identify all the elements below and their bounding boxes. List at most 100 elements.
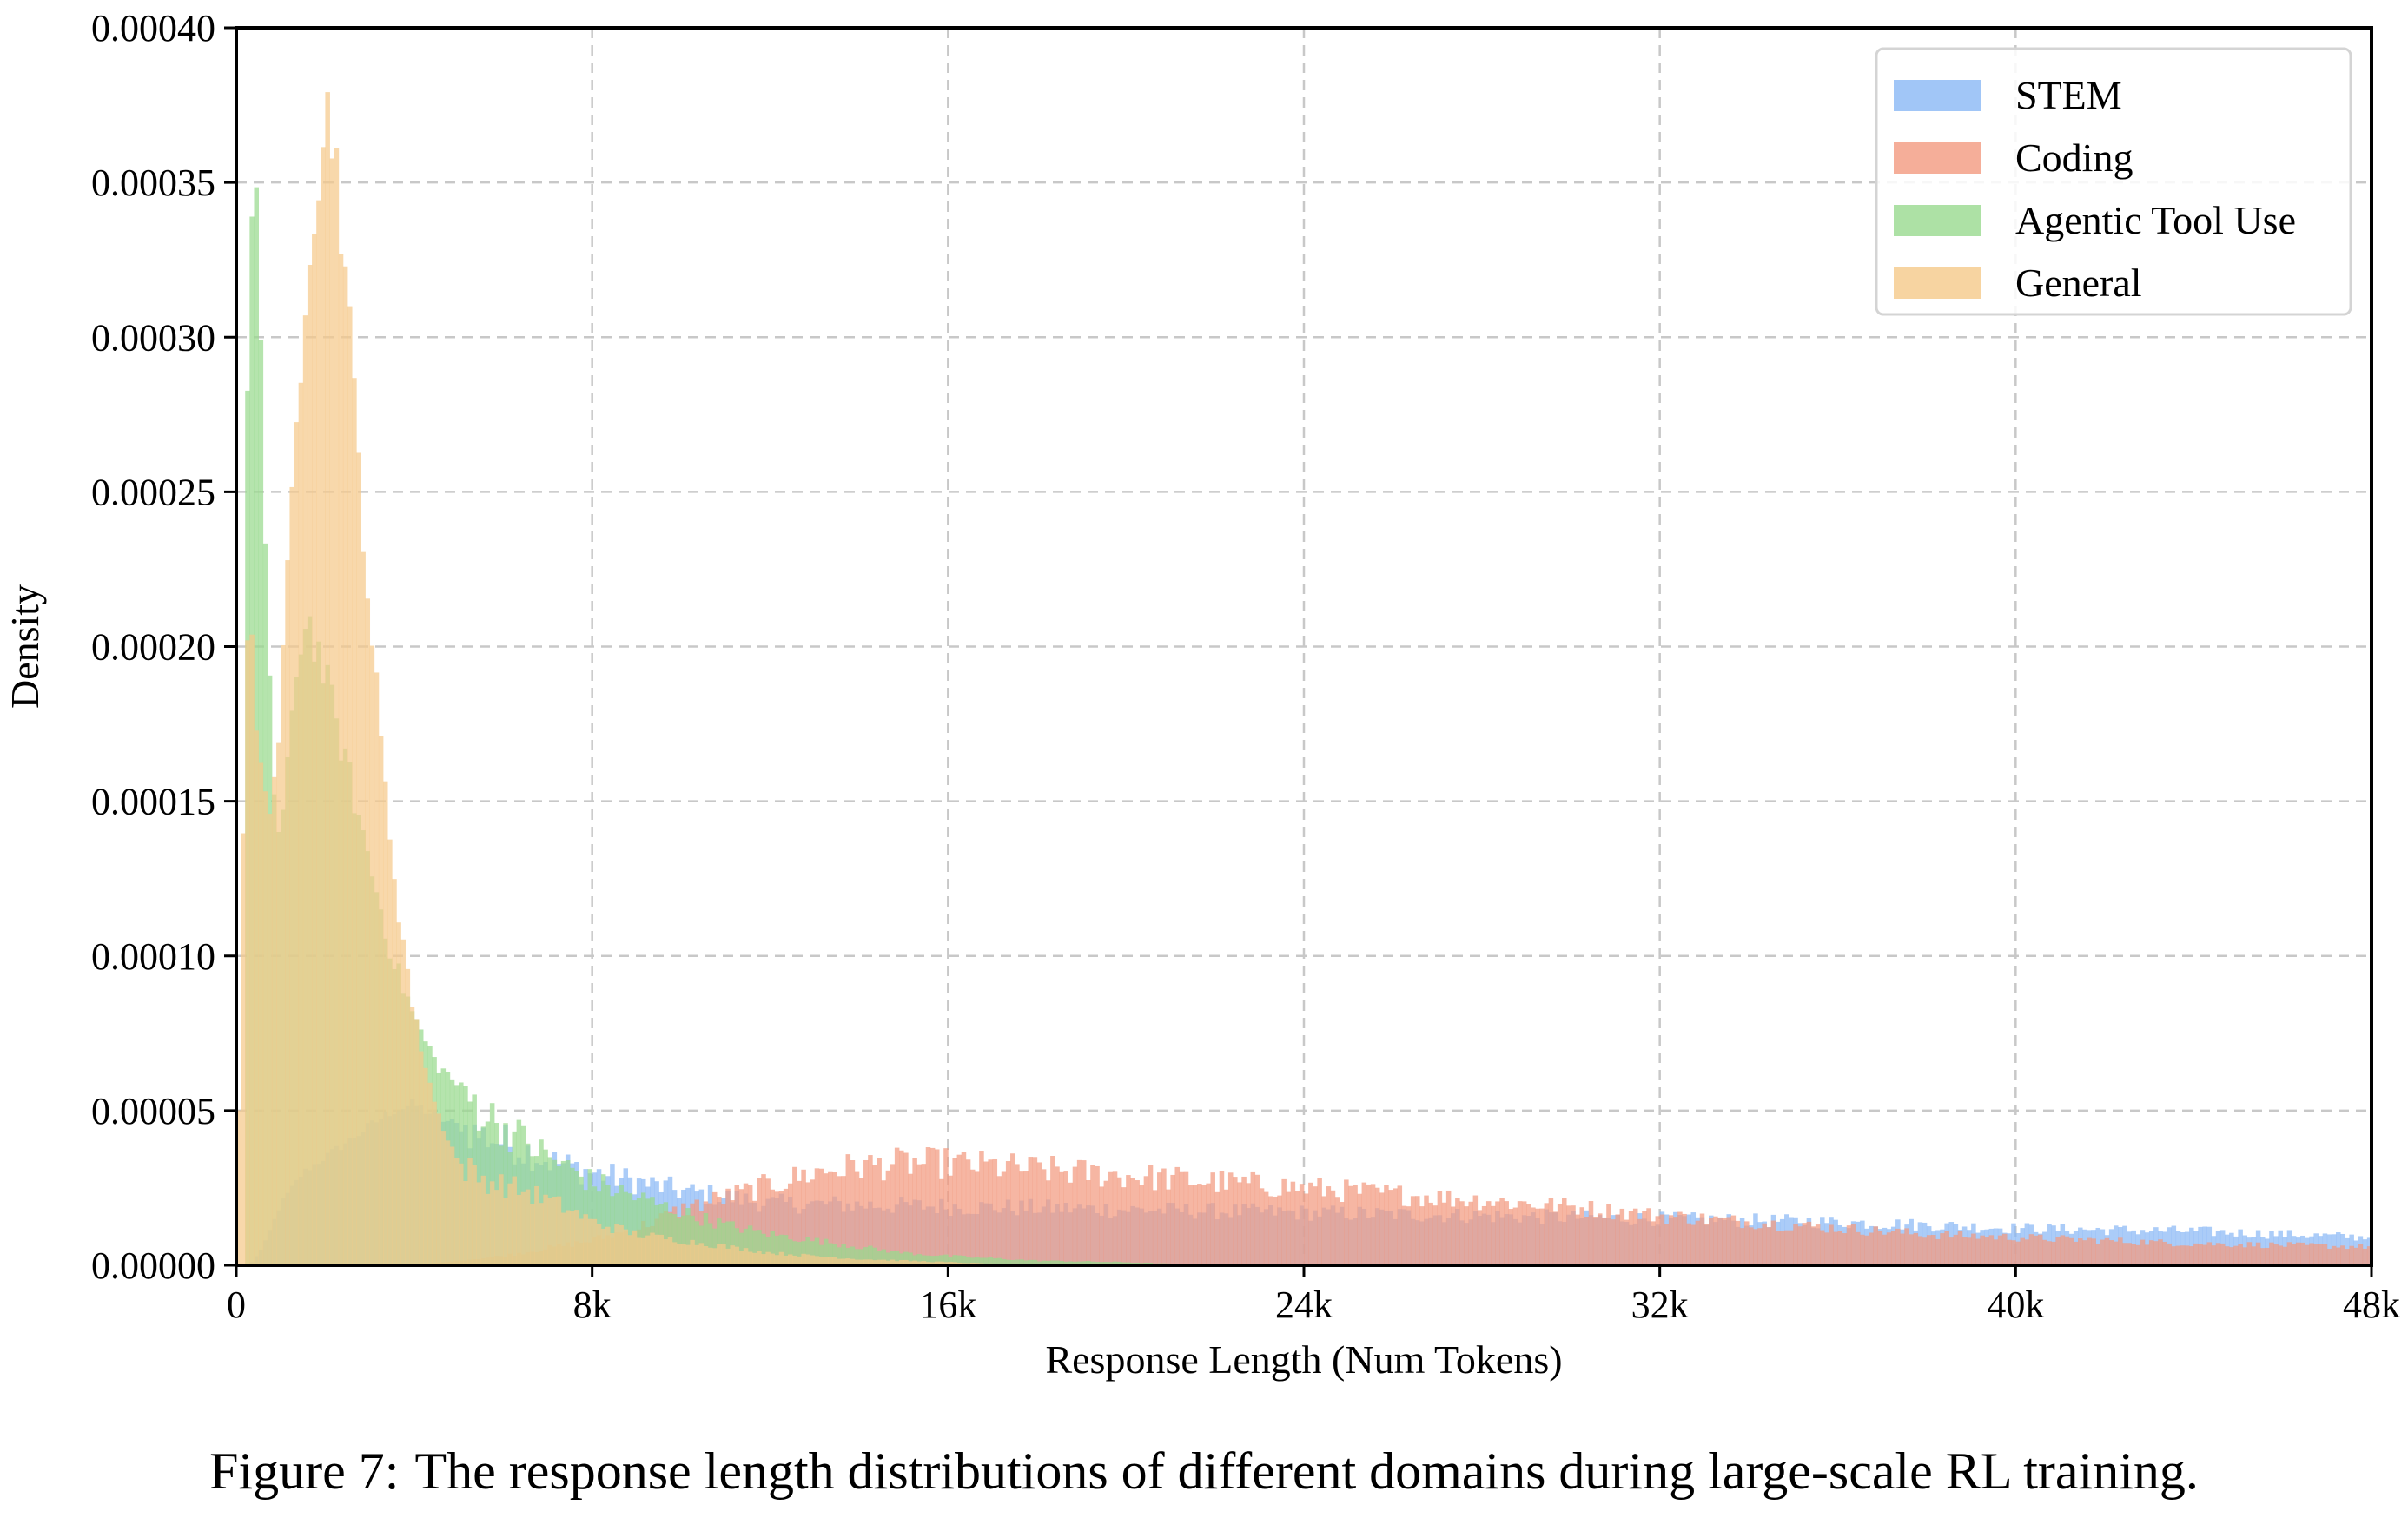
histogram-bar: [832, 1244, 837, 1265]
histogram-bar: [1206, 1183, 1211, 1265]
histogram-bar: [1015, 1259, 1020, 1265]
histogram-bar: [747, 1225, 753, 1265]
histogram-bar: [641, 1192, 646, 1265]
histogram-bar: [2148, 1240, 2154, 1265]
histogram-bar: [738, 1251, 744, 1265]
histogram-bar: [1081, 1160, 1087, 1265]
histogram-bar: [818, 1244, 824, 1265]
histogram-bar: [2055, 1236, 2061, 1265]
histogram-bar: [1143, 1176, 1149, 1265]
histogram-bar: [761, 1233, 766, 1265]
histogram-bar: [587, 1218, 593, 1265]
histogram-bar: [1317, 1178, 1322, 1265]
histogram-bar: [1415, 1196, 1420, 1265]
histogram-bar: [1366, 1184, 1372, 1265]
histogram-bar: [365, 598, 371, 1265]
histogram-bar: [698, 1243, 705, 1265]
histogram-bar: [1512, 1207, 1518, 1265]
histogram-bar: [837, 1258, 842, 1265]
histogram-bar: [908, 1173, 913, 1265]
histogram-bar: [823, 1257, 829, 1265]
histogram-bar: [1308, 1182, 1313, 1265]
histogram-bar: [2193, 1243, 2199, 1265]
histogram-bar: [1428, 1202, 1433, 1265]
histogram-bar: [703, 1245, 709, 1265]
histogram-bar: [516, 1194, 522, 1265]
histogram-bar: [2158, 1239, 2163, 1265]
histogram-bar: [885, 1260, 891, 1265]
histogram-bar: [734, 1228, 740, 1265]
histogram-bar: [681, 1215, 686, 1265]
histogram-bar: [1055, 1166, 1060, 1265]
histogram-bar: [1210, 1172, 1215, 1265]
histogram-bar: [925, 1147, 931, 1265]
histogram-bar: [1953, 1234, 1959, 1265]
histogram-bar: [1628, 1211, 1634, 1265]
histogram-bar: [818, 1168, 824, 1265]
histogram-bar: [453, 1158, 460, 1265]
histogram-bar: [1632, 1208, 1638, 1265]
histogram-bar: [654, 1234, 659, 1265]
histogram-bar: [765, 1251, 771, 1265]
histogram-bar: [1770, 1220, 1776, 1265]
histogram-bar: [1646, 1208, 1651, 1265]
histogram-bar: [721, 1222, 726, 1265]
histogram-bar: [1713, 1216, 1718, 1265]
histogram-bar: [850, 1160, 856, 1265]
histogram-bar: [792, 1255, 797, 1265]
histogram-bar: [1166, 1189, 1171, 1265]
histogram-bar: [2037, 1234, 2043, 1265]
histogram-bar: [596, 1224, 602, 1265]
histogram-bar: [765, 1178, 771, 1265]
histogram-bar: [241, 833, 246, 1265]
histogram-bar: [921, 1255, 927, 1265]
histogram-bar: [1655, 1216, 1661, 1265]
histogram-bar: [619, 1185, 624, 1265]
histogram-bar: [747, 1185, 753, 1265]
histogram-bar: [1743, 1221, 1750, 1265]
histogram-bar: [2131, 1244, 2136, 1265]
histogram-bar: [1294, 1191, 1300, 1265]
histogram-bar: [610, 1233, 615, 1265]
histogram-bar: [2198, 1244, 2203, 1265]
histogram-bar: [485, 1193, 491, 1265]
histogram-bar: [872, 1260, 877, 1265]
histogram-bars: [236, 92, 2372, 1266]
histogram-bar: [925, 1255, 931, 1265]
histogram-bar: [783, 1235, 789, 1265]
histogram-bar: [658, 1204, 664, 1265]
histogram-bar: [2211, 1245, 2217, 1265]
histogram-bar: [1281, 1178, 1287, 1265]
histogram-bar: [2082, 1240, 2087, 1265]
histogram-bar: [850, 1246, 856, 1265]
histogram-bar: [747, 1251, 753, 1265]
histogram-bar: [1855, 1231, 1861, 1265]
histogram-bar: [757, 1230, 762, 1265]
histogram-bar: [494, 1190, 499, 1265]
histogram-bar: [413, 1019, 420, 1265]
histogram-bar: [1174, 1166, 1181, 1265]
histogram-bar: [1010, 1153, 1015, 1265]
histogram-bar: [650, 1197, 655, 1265]
histogram-bar: [1820, 1230, 1825, 1265]
histogram-bar: [1286, 1191, 1292, 1265]
histogram-bar: [1072, 1166, 1078, 1265]
histogram-bar: [703, 1213, 709, 1265]
histogram-bar: [1130, 1178, 1135, 1265]
histogram-bar: [1393, 1188, 1398, 1265]
histogram-bar: [2028, 1234, 2034, 1265]
histogram-bar: [1090, 1261, 1095, 1265]
histogram-bar: [2108, 1240, 2114, 1265]
histogram-bar: [765, 1237, 771, 1265]
histogram-bar: [2309, 1243, 2314, 1265]
histogram-bar: [1913, 1232, 1919, 1265]
histogram-bar: [894, 1261, 900, 1265]
legend-swatch: [1894, 267, 1981, 299]
histogram-bar: [245, 640, 250, 1265]
histogram-bar: [872, 1247, 877, 1265]
histogram-bar: [2064, 1236, 2070, 1265]
histogram-bar: [236, 1110, 241, 1265]
histogram-bar: [1588, 1201, 1594, 1265]
histogram-bar: [627, 1193, 633, 1265]
histogram-bar: [1361, 1182, 1367, 1265]
